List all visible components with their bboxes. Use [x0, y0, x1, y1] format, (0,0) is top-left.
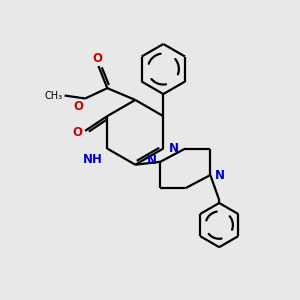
Text: CH₃: CH₃	[44, 91, 62, 100]
Text: NH: NH	[83, 153, 103, 166]
Text: N: N	[169, 142, 178, 155]
Text: O: O	[74, 100, 84, 113]
Text: O: O	[92, 52, 102, 64]
Text: N: N	[147, 154, 157, 167]
Text: O: O	[72, 126, 82, 139]
Text: N: N	[215, 169, 225, 182]
